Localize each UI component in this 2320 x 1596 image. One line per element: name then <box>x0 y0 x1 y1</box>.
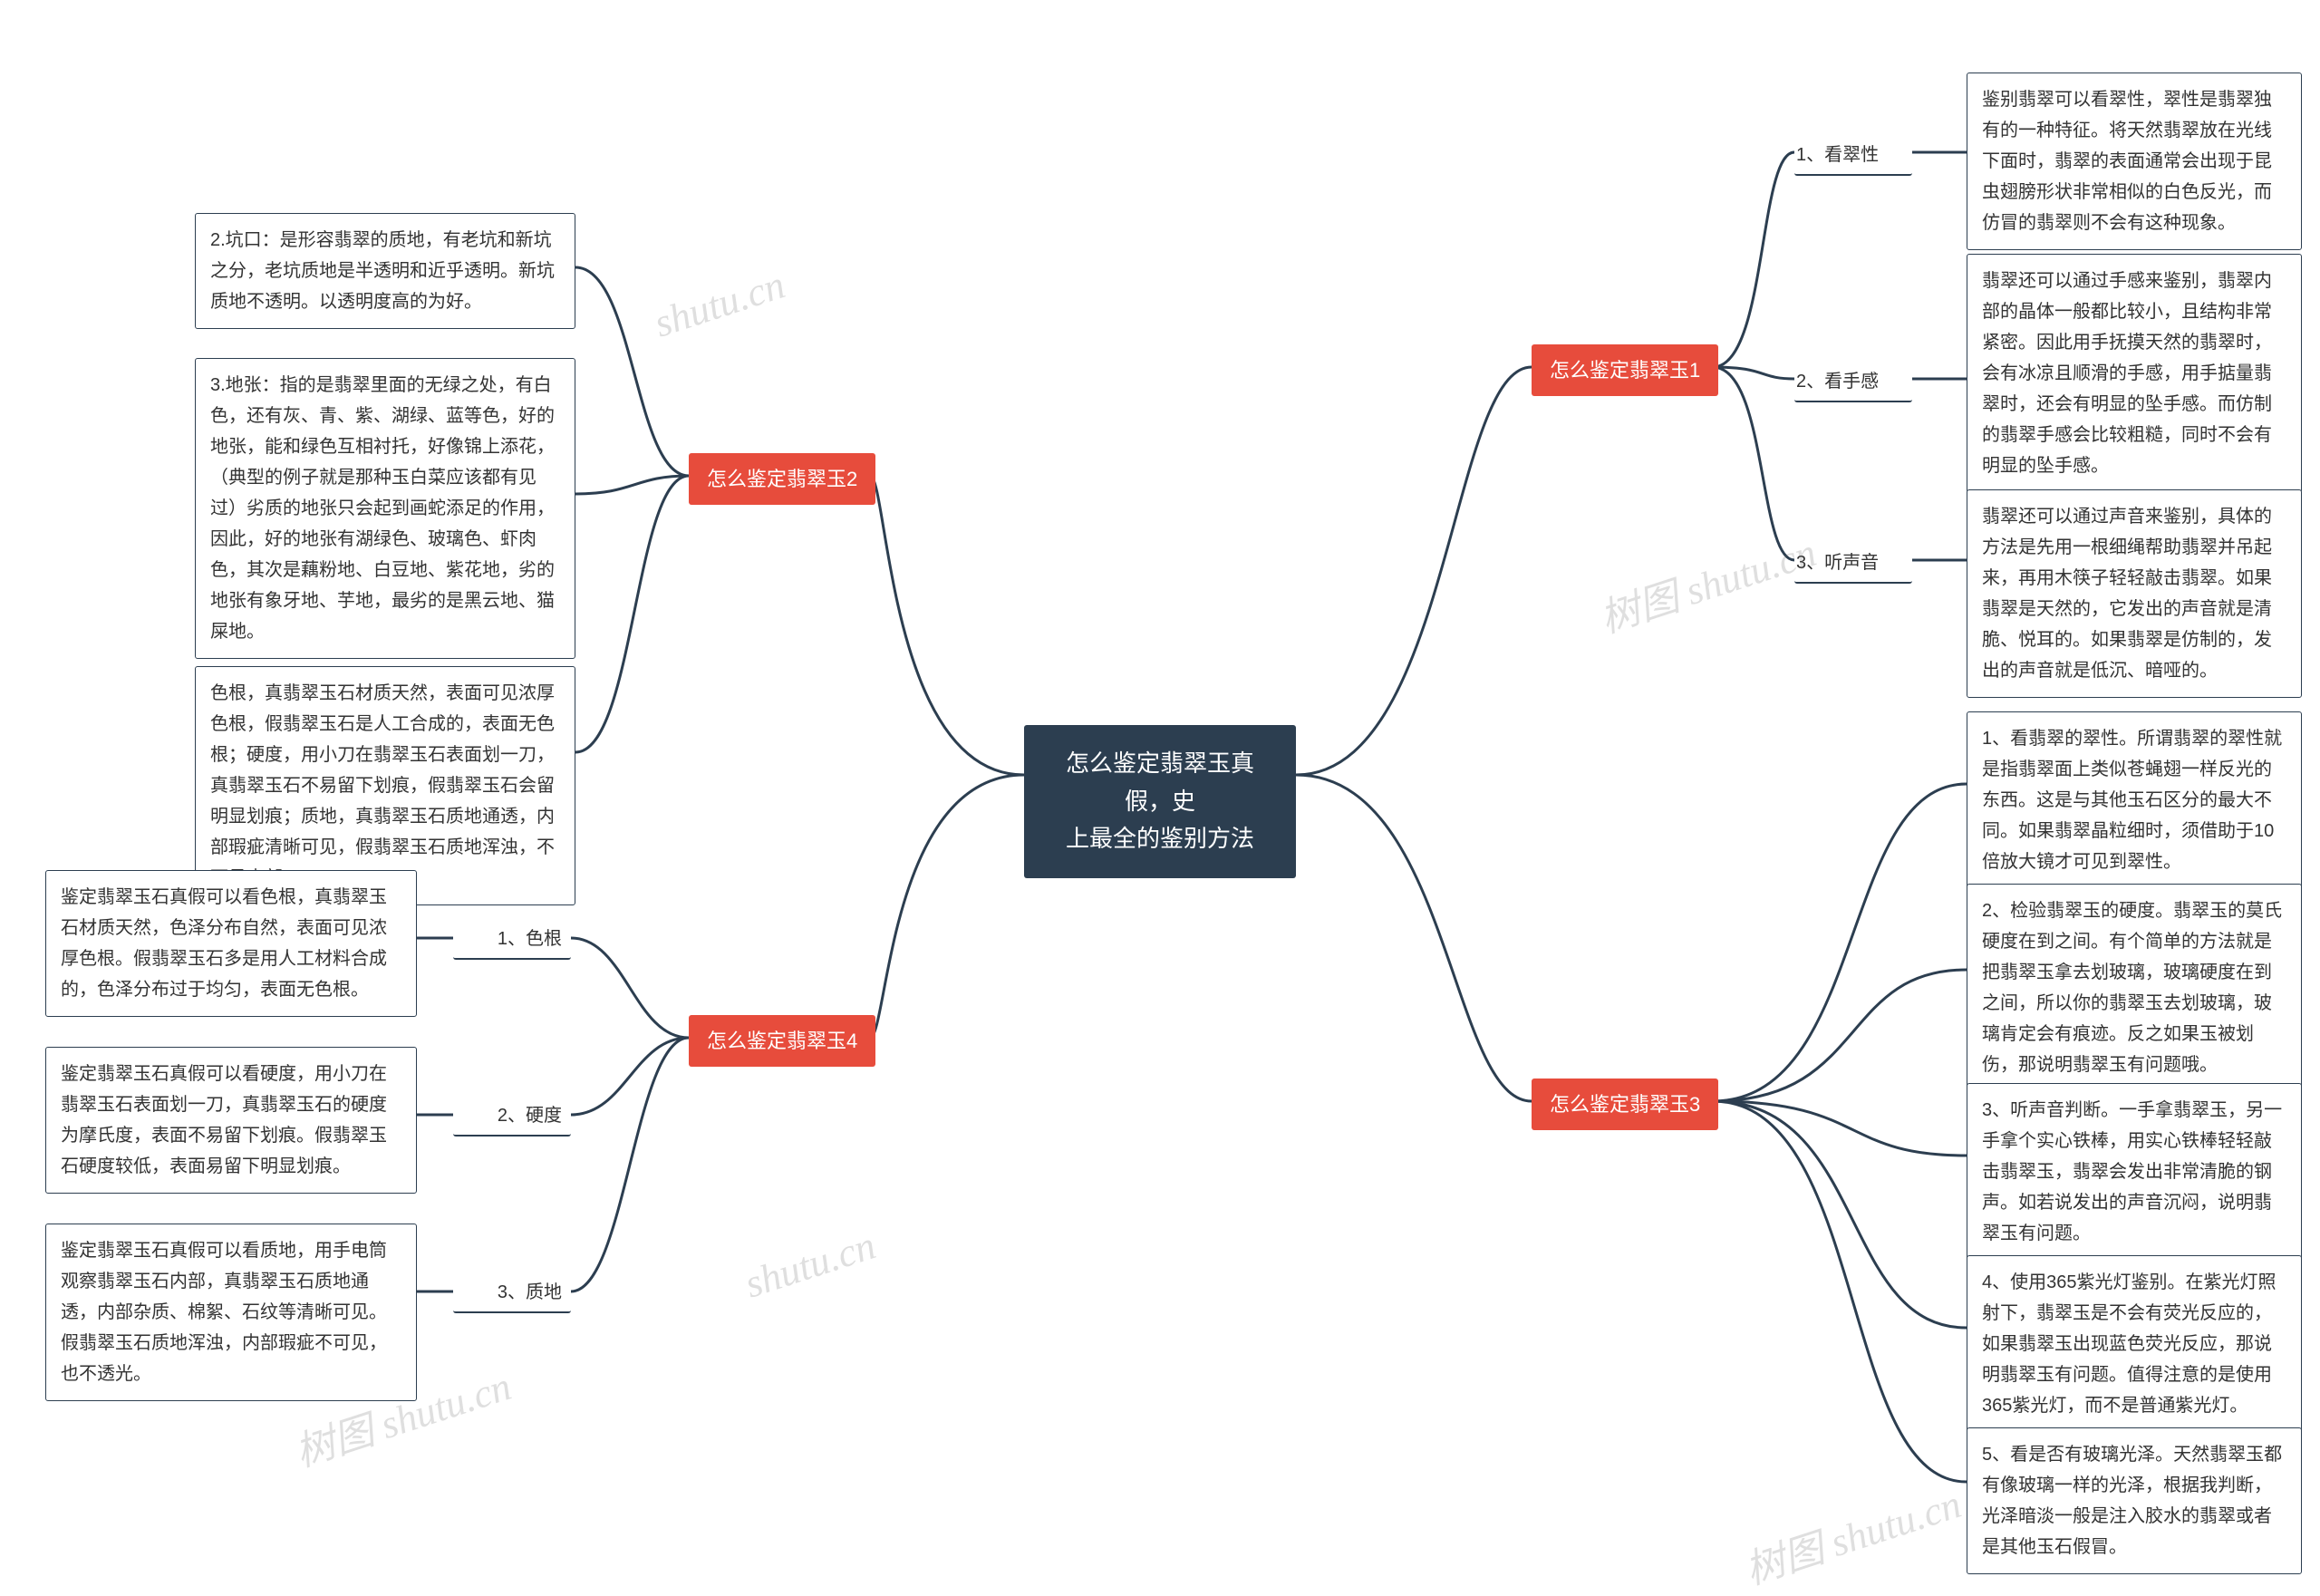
b1-label-1[interactable]: 1、看翠性 <box>1794 136 1912 176</box>
root-node[interactable]: 怎么鉴定翡翠玉真假，史 上最全的鉴别方法 <box>1024 725 1296 878</box>
watermark: shutu.cn <box>740 1222 881 1307</box>
b3-detail-5: 5、看是否有玻璃光泽。天然翡翠玉都有像玻璃一样的光泽，根据我判断，光泽暗淡一般是… <box>1967 1427 2302 1574</box>
branch-node-4[interactable]: 怎么鉴定翡翠玉4 <box>689 1015 875 1067</box>
b4-label-2[interactable]: 2、硬度 <box>453 1097 571 1137</box>
mindmap-canvas: 怎么鉴定翡翠玉真假，史 上最全的鉴别方法 怎么鉴定翡翠玉1 1、看翠性 2、看手… <box>0 0 2320 1562</box>
b1-detail-2: 翡翠还可以通过手感来鉴别，翡翠内部的晶体一般都比较小，且结构非常紧密。因此用手抚… <box>1967 254 2302 493</box>
b4-label-1[interactable]: 1、色根 <box>453 920 571 960</box>
b3-detail-2: 2、检验翡翠玉的硬度。翡翠玉的莫氏硬度在到之间。有个简单的方法就是把翡翠玉拿去划… <box>1967 884 2302 1092</box>
b1-detail-3: 翡翠还可以通过声音来鉴别，具体的方法是先用一根细绳帮助翡翠并吊起来，再用木筷子轻… <box>1967 489 2302 698</box>
b4-detail-2: 鉴定翡翠玉石真假可以看硬度，用小刀在翡翠玉石表面划一刀，真翡翠玉石的硬度为摩氏度… <box>45 1047 417 1194</box>
watermark: shutu.cn <box>649 261 790 346</box>
b3-detail-3: 3、听声音判断。一手拿翡翠玉，另一手拿个实心铁棒，用实心铁棒轻轻敲击翡翠玉，翡翠… <box>1967 1083 2302 1261</box>
watermark: 树图 shutu.cn <box>1591 519 1822 643</box>
b2-detail-2: 3.地张：指的是翡翠里面的无绿之处，有白色，还有灰、青、紫、湖绿、蓝等色，好的地… <box>195 358 575 659</box>
branch-node-2[interactable]: 怎么鉴定翡翠玉2 <box>689 453 875 505</box>
b2-detail-1: 2.坑口：是形容翡翠的质地，有老坑和新坑之分，老坑质地是半透明和近乎透明。新坑质… <box>195 213 575 329</box>
root-title-line1: 怎么鉴定翡翠玉真假，史 <box>1049 745 1271 820</box>
root-title-line2: 上最全的鉴别方法 <box>1049 820 1271 858</box>
b1-label-2[interactable]: 2、看手感 <box>1794 363 1912 402</box>
watermark: 树图 shutu.cn <box>1736 1471 1967 1595</box>
b4-detail-3: 鉴定翡翠玉石真假可以看质地，用手电筒观察翡翠玉石内部，真翡翠玉石质地通透，内部杂… <box>45 1224 417 1401</box>
branch-node-1[interactable]: 怎么鉴定翡翠玉1 <box>1532 344 1718 396</box>
b1-label-3[interactable]: 3、听声音 <box>1794 544 1912 584</box>
b4-detail-1: 鉴定翡翠玉石真假可以看色根，真翡翠玉石材质天然，色泽分布自然，表面可见浓厚色根。… <box>45 870 417 1017</box>
b4-label-3[interactable]: 3、质地 <box>453 1273 571 1313</box>
b3-detail-4: 4、使用365紫光灯鉴别。在紫光灯照射下，翡翠玉是不会有荧光反应的，如果翡翠玉出… <box>1967 1255 2302 1433</box>
b3-detail-1: 1、看翡翠的翠性。所谓翡翠的翠性就是指翡翠面上类似苍蝇翅一样反光的东西。这是与其… <box>1967 711 2302 889</box>
branch-node-3[interactable]: 怎么鉴定翡翠玉3 <box>1532 1079 1718 1130</box>
b1-detail-1: 鉴别翡翠可以看翠性，翠性是翡翠独有的一种特征。将天然翡翠放在光线下面时，翡翠的表… <box>1967 73 2302 250</box>
